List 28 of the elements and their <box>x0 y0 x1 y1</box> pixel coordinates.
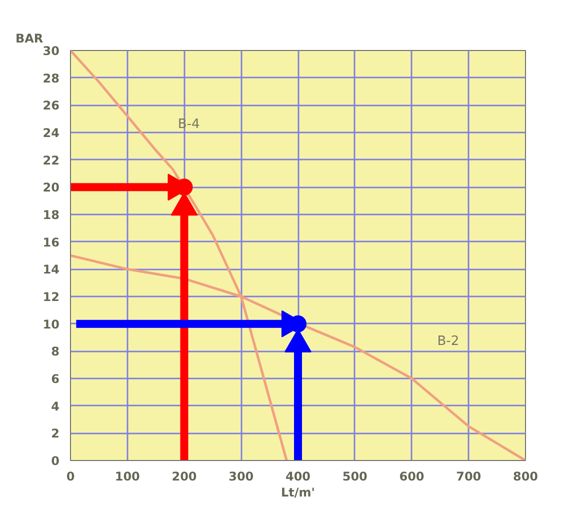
x-tick-label: 400 <box>285 470 311 484</box>
x-tick-label: 800 <box>512 470 538 484</box>
y-tick-label: 16 <box>42 235 60 250</box>
x-axis-title: Lt/m' <box>281 486 315 500</box>
x-tick-label: 200 <box>172 470 197 484</box>
y-tick-label: 10 <box>42 317 60 332</box>
y-tick-label: 2 <box>51 426 60 441</box>
y-tick-label: 30 <box>42 44 60 58</box>
annotation: B-2 <box>437 334 460 350</box>
y-tick-label: 14 <box>42 262 60 277</box>
y-tick-label: 0 <box>51 454 60 468</box>
y-tick-label: 26 <box>42 98 60 113</box>
y-tick-label: 4 <box>51 399 60 414</box>
x-tick-label: 0 <box>66 470 75 484</box>
y-tick-label: 18 <box>42 208 60 222</box>
x-tick-label: 600 <box>399 470 424 484</box>
y-tick-label: 24 <box>42 126 60 140</box>
y-axis-title: BAR <box>16 32 44 46</box>
y-tick-label: 22 <box>42 153 60 168</box>
y-tick-label: 6 <box>51 372 60 386</box>
y-tick-label: 8 <box>51 344 60 359</box>
x-tick-label: 300 <box>228 470 254 484</box>
y-tick-label: 12 <box>42 290 60 304</box>
y-tick-label: 20 <box>42 180 60 195</box>
x-tick-label: 700 <box>456 470 482 484</box>
x-tick-label: 500 <box>342 470 368 484</box>
y-tick-label: 28 <box>42 71 60 86</box>
x-tick-label: 100 <box>114 470 140 484</box>
